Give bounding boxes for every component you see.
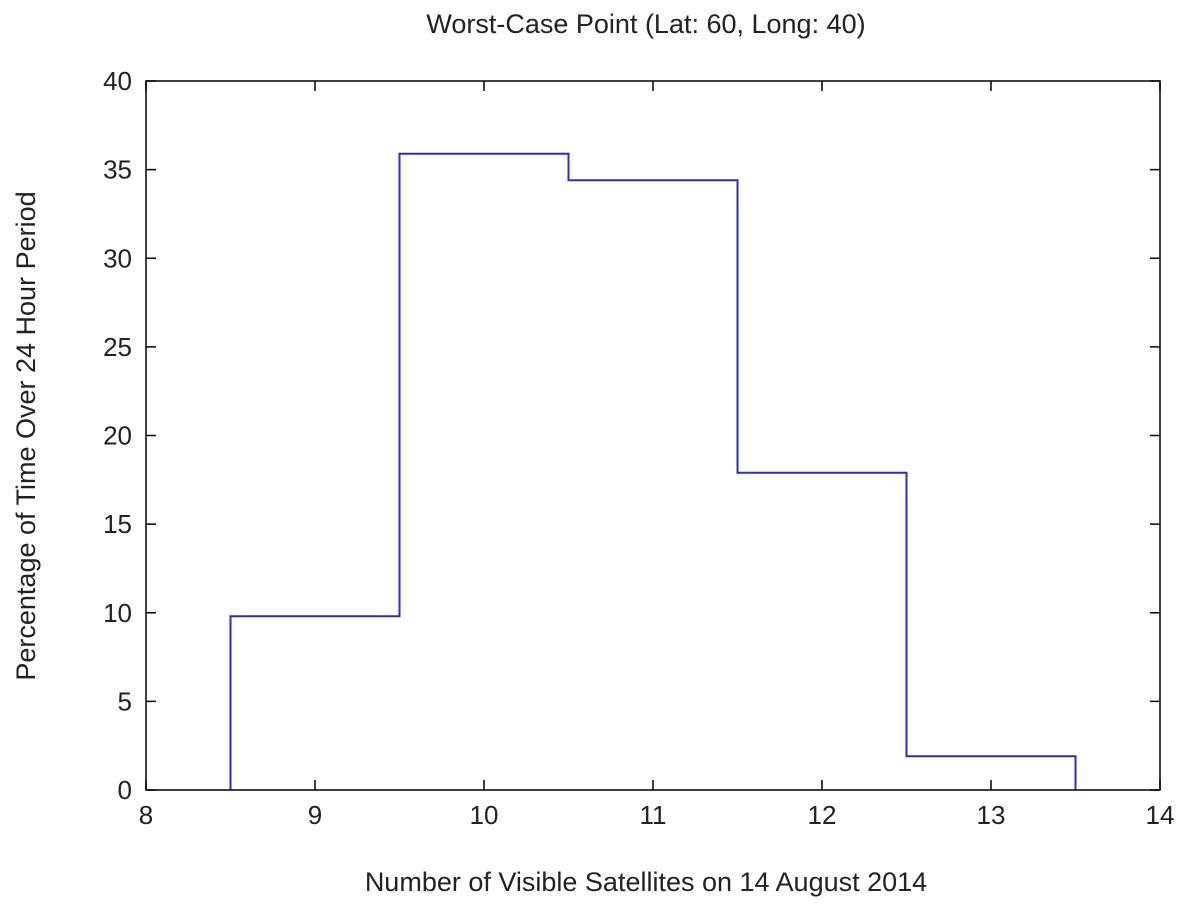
x-tick-label: 8 (139, 800, 153, 830)
y-axis-label: Percentage of Time Over 24 Hour Period (11, 191, 41, 680)
x-tick-label: 11 (640, 800, 667, 830)
x-tick-label: 10 (470, 800, 499, 830)
y-tick-label: 15 (103, 509, 132, 539)
x-tick-label: 13 (977, 800, 1006, 830)
x-axis-label: Number of Visible Satellites on 14 Augus… (365, 867, 927, 897)
chart-title: Worst-Case Point (Lat: 60, Long: 40) (426, 9, 865, 39)
ticks-layer: 8 9 10 11 12 13 14 0 5 10 15 20 25 30 35 40 (103, 66, 1174, 830)
y-tick-label: 40 (103, 66, 132, 96)
x-tick-label: 12 (808, 800, 837, 830)
y-tick-label: 5 (118, 686, 132, 716)
series-step-line (229, 152, 1077, 790)
plot-frame (145, 80, 1161, 791)
y-tick-label: 10 (103, 598, 132, 628)
x-tick-label: 9 (308, 800, 322, 830)
series-layer (229, 152, 1077, 790)
y-tick-label: 35 (103, 155, 132, 185)
x-tick-label: 14 (1146, 800, 1175, 830)
y-tick-label: 20 (103, 421, 132, 451)
y-tick-label: 25 (103, 332, 132, 362)
y-tick-label: 0 (118, 775, 132, 805)
y-tick-label: 30 (103, 243, 132, 273)
